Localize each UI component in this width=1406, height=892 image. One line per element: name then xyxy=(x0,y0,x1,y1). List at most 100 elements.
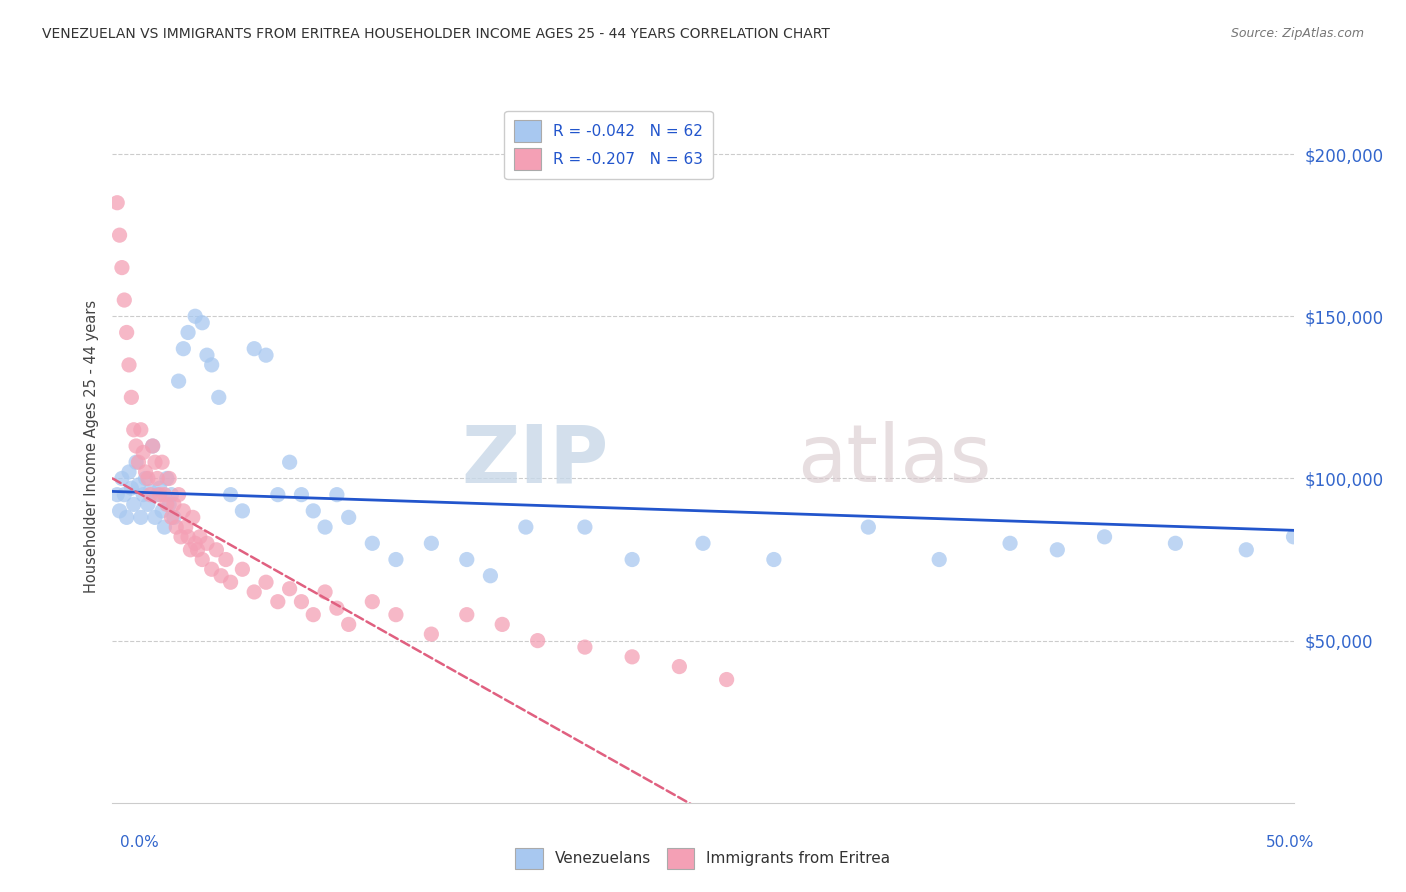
Point xyxy=(195,536,218,550)
Point xyxy=(108,504,131,518)
Point xyxy=(135,465,157,479)
Point xyxy=(215,552,238,566)
Point xyxy=(149,488,172,502)
Point xyxy=(157,471,180,485)
Point xyxy=(326,601,349,615)
Point xyxy=(928,552,950,566)
Point xyxy=(219,575,242,590)
Point xyxy=(254,575,277,590)
Point xyxy=(278,455,301,469)
Point xyxy=(456,552,478,566)
Point xyxy=(290,488,312,502)
Point xyxy=(205,542,228,557)
Point xyxy=(231,562,253,576)
Point xyxy=(150,455,173,469)
Point xyxy=(201,562,224,576)
Point xyxy=(146,471,169,485)
Text: 0.0%: 0.0% xyxy=(120,836,159,850)
Point xyxy=(1164,536,1187,550)
Point xyxy=(129,510,152,524)
Point xyxy=(231,504,253,518)
Point xyxy=(181,510,204,524)
Point xyxy=(479,568,502,582)
Point xyxy=(314,520,336,534)
Point xyxy=(254,348,277,362)
Point xyxy=(998,536,1021,550)
Point xyxy=(112,488,135,502)
Point xyxy=(184,536,207,550)
Point xyxy=(574,640,596,654)
Text: ZIP: ZIP xyxy=(461,421,609,500)
Point xyxy=(172,504,194,518)
Point xyxy=(209,568,232,582)
Point xyxy=(208,390,231,404)
Point xyxy=(132,445,155,459)
Point xyxy=(1234,542,1257,557)
Point xyxy=(186,542,208,557)
Point xyxy=(191,316,214,330)
Point xyxy=(201,358,224,372)
Point xyxy=(143,510,166,524)
Point xyxy=(692,536,714,550)
Point xyxy=(122,423,145,437)
Point xyxy=(174,520,197,534)
Point xyxy=(111,260,134,275)
Point xyxy=(153,520,176,534)
Point xyxy=(385,607,408,622)
Point xyxy=(491,617,513,632)
Point xyxy=(337,617,360,632)
Point xyxy=(456,607,478,622)
Point xyxy=(156,471,179,485)
Point xyxy=(108,228,131,243)
Point xyxy=(195,348,218,362)
Point xyxy=(146,488,169,502)
Point xyxy=(1282,530,1305,544)
Point xyxy=(668,659,690,673)
Point xyxy=(120,481,142,495)
Y-axis label: Householder Income Ages 25 - 44 years: Householder Income Ages 25 - 44 years xyxy=(83,300,98,592)
Point xyxy=(163,510,186,524)
Point xyxy=(157,497,180,511)
Point xyxy=(302,607,325,622)
Text: atlas: atlas xyxy=(797,421,991,500)
Point xyxy=(105,195,128,210)
Point xyxy=(122,497,145,511)
Point xyxy=(361,536,384,550)
Point xyxy=(132,488,155,502)
Legend: R = -0.042   N = 62, R = -0.207   N = 63: R = -0.042 N = 62, R = -0.207 N = 63 xyxy=(505,112,713,178)
Point xyxy=(139,484,162,499)
Point xyxy=(177,530,200,544)
Point xyxy=(1046,542,1069,557)
Point xyxy=(858,520,880,534)
Point xyxy=(337,510,360,524)
Point xyxy=(105,488,128,502)
Point xyxy=(163,497,186,511)
Point xyxy=(160,488,183,502)
Point xyxy=(149,481,172,495)
Point xyxy=(120,390,142,404)
Point xyxy=(385,552,408,566)
Point xyxy=(135,471,157,485)
Point xyxy=(184,310,207,324)
Point xyxy=(621,552,644,566)
Text: 50.0%: 50.0% xyxy=(1267,836,1315,850)
Point xyxy=(129,423,152,437)
Point xyxy=(167,488,190,502)
Legend: Venezuelans, Immigrants from Eritrea: Venezuelans, Immigrants from Eritrea xyxy=(509,841,897,875)
Point xyxy=(243,342,266,356)
Point xyxy=(143,455,166,469)
Point xyxy=(526,633,548,648)
Point xyxy=(127,478,149,492)
Point xyxy=(361,595,384,609)
Point xyxy=(112,293,135,307)
Point xyxy=(1094,530,1116,544)
Point xyxy=(267,488,290,502)
Point xyxy=(142,439,165,453)
Point xyxy=(125,439,148,453)
Point xyxy=(278,582,301,596)
Point xyxy=(165,520,187,534)
Point xyxy=(167,374,190,388)
Point xyxy=(621,649,644,664)
Point xyxy=(136,497,159,511)
Point xyxy=(290,595,312,609)
